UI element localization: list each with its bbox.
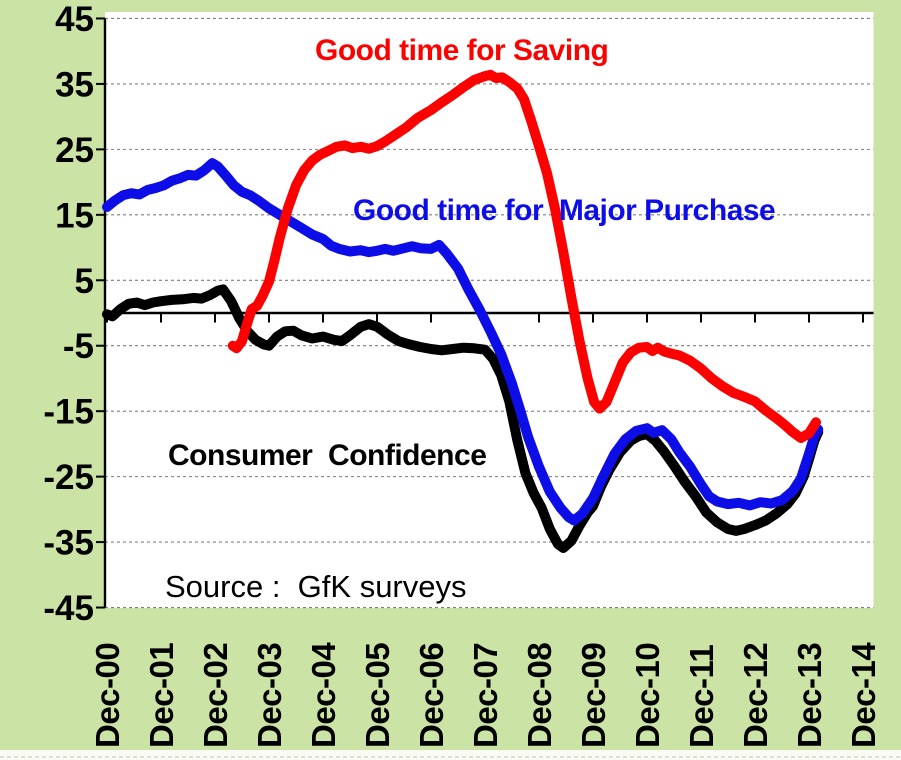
x-axis-label-dec-03: Dec-03 <box>251 643 288 748</box>
source-note: Source : GfK surveys <box>165 569 467 604</box>
y-axis-label--35: -35 <box>43 524 94 563</box>
x-axis-label-dec-01: Dec-01 <box>143 643 180 748</box>
series-line-consumer-confidence <box>102 284 824 553</box>
x-axis-label-dec-10: Dec-10 <box>629 643 666 748</box>
y-axis-label--25: -25 <box>43 458 94 497</box>
y-axis-label-5: 5 <box>75 262 94 301</box>
y-axis-label-25: 25 <box>55 131 94 170</box>
series-line-good-time-major-purchase <box>102 158 824 526</box>
x-axis-label-dec-00: Dec-00 <box>89 643 126 748</box>
y-axis-label--45: -45 <box>43 589 94 628</box>
y-axis-label-15: 15 <box>55 196 94 235</box>
purchase-label: Good time for Major Purchase <box>353 194 775 227</box>
x-axis-label-dec-13: Dec-13 <box>791 643 828 748</box>
bottom-strip <box>0 750 901 760</box>
y-axis-label-45: 45 <box>55 0 94 39</box>
x-axis-label-dec-04: Dec-04 <box>305 642 342 748</box>
saving-label: Good time for Saving <box>315 34 608 67</box>
series-line-good-time-saving <box>227 69 821 443</box>
x-axis-label-dec-06: Dec-06 <box>413 643 450 748</box>
confidence-label: Consumer Confidence <box>168 439 486 472</box>
x-axis-label-dec-09: Dec-09 <box>575 643 612 748</box>
x-axis-label-dec-14: Dec-14 <box>845 642 882 748</box>
y-axis-label-35: 35 <box>55 65 94 104</box>
x-axis-label-dec-07: Dec-07 <box>467 643 504 748</box>
x-axis-label-dec-12: Dec-12 <box>737 643 774 748</box>
x-axis-label-dec-11: Dec-11 <box>683 644 720 748</box>
y-axis-label--15: -15 <box>43 393 94 432</box>
y-axis-label--5: -5 <box>63 327 94 366</box>
x-axis-label-dec-08: Dec-08 <box>521 643 558 748</box>
x-axis-label-dec-05: Dec-05 <box>359 643 396 748</box>
x-axis-label-dec-02: Dec-02 <box>197 643 234 748</box>
